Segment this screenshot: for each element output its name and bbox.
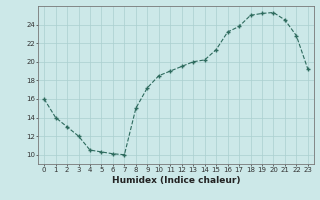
X-axis label: Humidex (Indice chaleur): Humidex (Indice chaleur) xyxy=(112,176,240,185)
